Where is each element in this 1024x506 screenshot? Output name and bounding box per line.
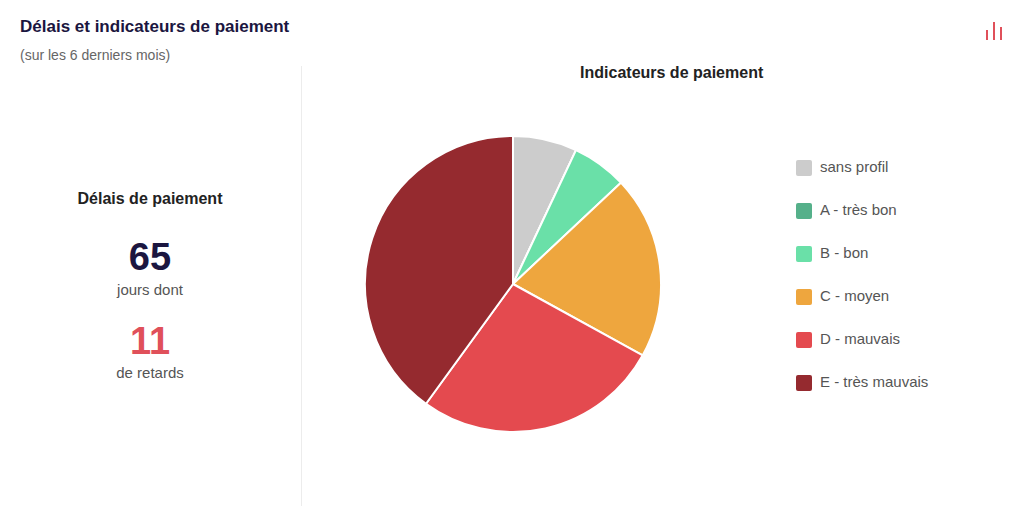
html-text:65: 65 (128, 236, 172, 278)
html-text:Délais et indicateurs de paiem: Délais et indicateurs de paiement (20, 17, 290, 36)
html-text:11: 11 (129, 320, 171, 362)
html-text:sans profil: sans profil (820, 158, 889, 175)
html-text:C - moyen: C - moyen (820, 287, 890, 304)
svg-text:Indicateurs de paiement: Indicateurs de paiement (580, 64, 764, 81)
html-text:B - bon: B - bon (820, 244, 869, 261)
html-text:de retards: de retards (116, 364, 184, 381)
html-text:E - très mauvais: E - très mauvais (820, 373, 929, 390)
html-text:jours dont: jours dont (117, 281, 183, 298)
html-text:(sur les 6 derniers mois): (sur les 6 derniers mois) (20, 47, 171, 63)
html-text:A - très bon: A - très bon (820, 201, 897, 218)
html-text:Délais de paiement: Délais de paiement (77, 190, 223, 207)
html-text:D - mauvais: D - mauvais (820, 330, 900, 347)
